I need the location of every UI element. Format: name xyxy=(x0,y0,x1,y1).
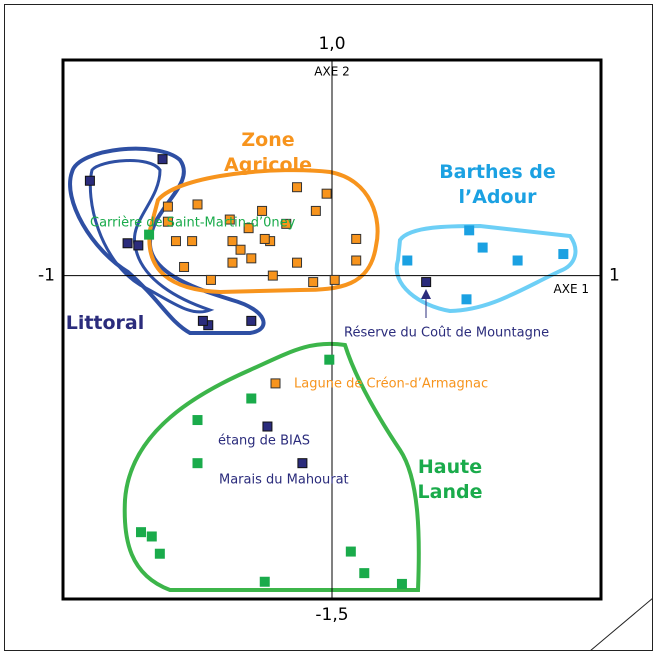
point xyxy=(359,568,370,579)
y-tick-label: 1,0 xyxy=(318,34,345,54)
point xyxy=(257,205,268,216)
point xyxy=(259,576,270,587)
point xyxy=(246,393,257,404)
point xyxy=(246,315,257,326)
point xyxy=(154,548,165,559)
point xyxy=(281,218,292,229)
littoral-hull-inner xyxy=(88,159,215,314)
point xyxy=(192,458,203,469)
point xyxy=(227,236,238,247)
point xyxy=(292,182,303,193)
point xyxy=(464,225,475,236)
lande-hull xyxy=(122,341,421,592)
x-tick-label: -1 xyxy=(38,266,55,286)
point xyxy=(133,240,144,251)
point xyxy=(192,199,203,210)
group-label: Barthes de l’Adour xyxy=(439,161,556,208)
point xyxy=(297,458,308,469)
x-tick-label: 1 xyxy=(609,266,620,286)
point xyxy=(396,578,407,589)
point xyxy=(122,238,133,249)
group-label: Haute Lande xyxy=(417,456,483,503)
point xyxy=(179,261,190,272)
point xyxy=(310,205,321,216)
annotation: Carrière de Saint-Martin-d’0ney xyxy=(90,216,296,231)
point xyxy=(321,188,332,199)
annotation: Réserve du Coût de Mountagne xyxy=(344,326,549,341)
point xyxy=(262,421,273,432)
point xyxy=(162,201,173,212)
point xyxy=(461,294,472,305)
agricole-hull xyxy=(147,168,380,295)
point xyxy=(192,415,203,426)
point xyxy=(402,255,413,266)
point xyxy=(329,274,340,285)
point xyxy=(558,249,569,260)
point xyxy=(227,257,238,268)
point xyxy=(345,546,356,557)
point xyxy=(170,236,181,247)
x-axis-label: AXE 1 xyxy=(554,282,589,296)
point xyxy=(243,223,254,234)
annotation: Marais du Mahourat xyxy=(219,473,349,488)
point xyxy=(351,233,362,244)
point xyxy=(421,277,432,288)
arrow-head xyxy=(421,289,431,299)
point xyxy=(308,277,319,288)
point xyxy=(157,154,168,165)
point xyxy=(136,527,147,538)
point xyxy=(477,242,488,253)
littoral-hull xyxy=(68,146,266,335)
point xyxy=(197,315,208,326)
point xyxy=(162,216,173,227)
point xyxy=(146,531,157,542)
point xyxy=(270,378,281,389)
corner-line xyxy=(589,597,653,651)
point xyxy=(324,354,335,365)
point xyxy=(235,244,246,255)
point xyxy=(187,236,198,247)
point xyxy=(144,229,155,240)
point xyxy=(512,255,523,266)
y-tick-label: -1,5 xyxy=(315,605,348,625)
point xyxy=(224,214,235,225)
point xyxy=(246,253,257,264)
y-axis-label: AXE 2 xyxy=(314,65,349,79)
annotation: Lagune de Créon-d’Armagnac xyxy=(294,377,488,392)
point xyxy=(259,233,270,244)
annotation: étang de BIAS xyxy=(218,434,310,449)
group-label: Zone Agricole xyxy=(224,129,312,176)
point xyxy=(84,175,95,186)
point xyxy=(267,270,278,281)
group-label: Littoral xyxy=(65,312,145,334)
point xyxy=(292,257,303,268)
point xyxy=(351,255,362,266)
point xyxy=(205,274,216,285)
barthes-hull xyxy=(394,223,578,314)
